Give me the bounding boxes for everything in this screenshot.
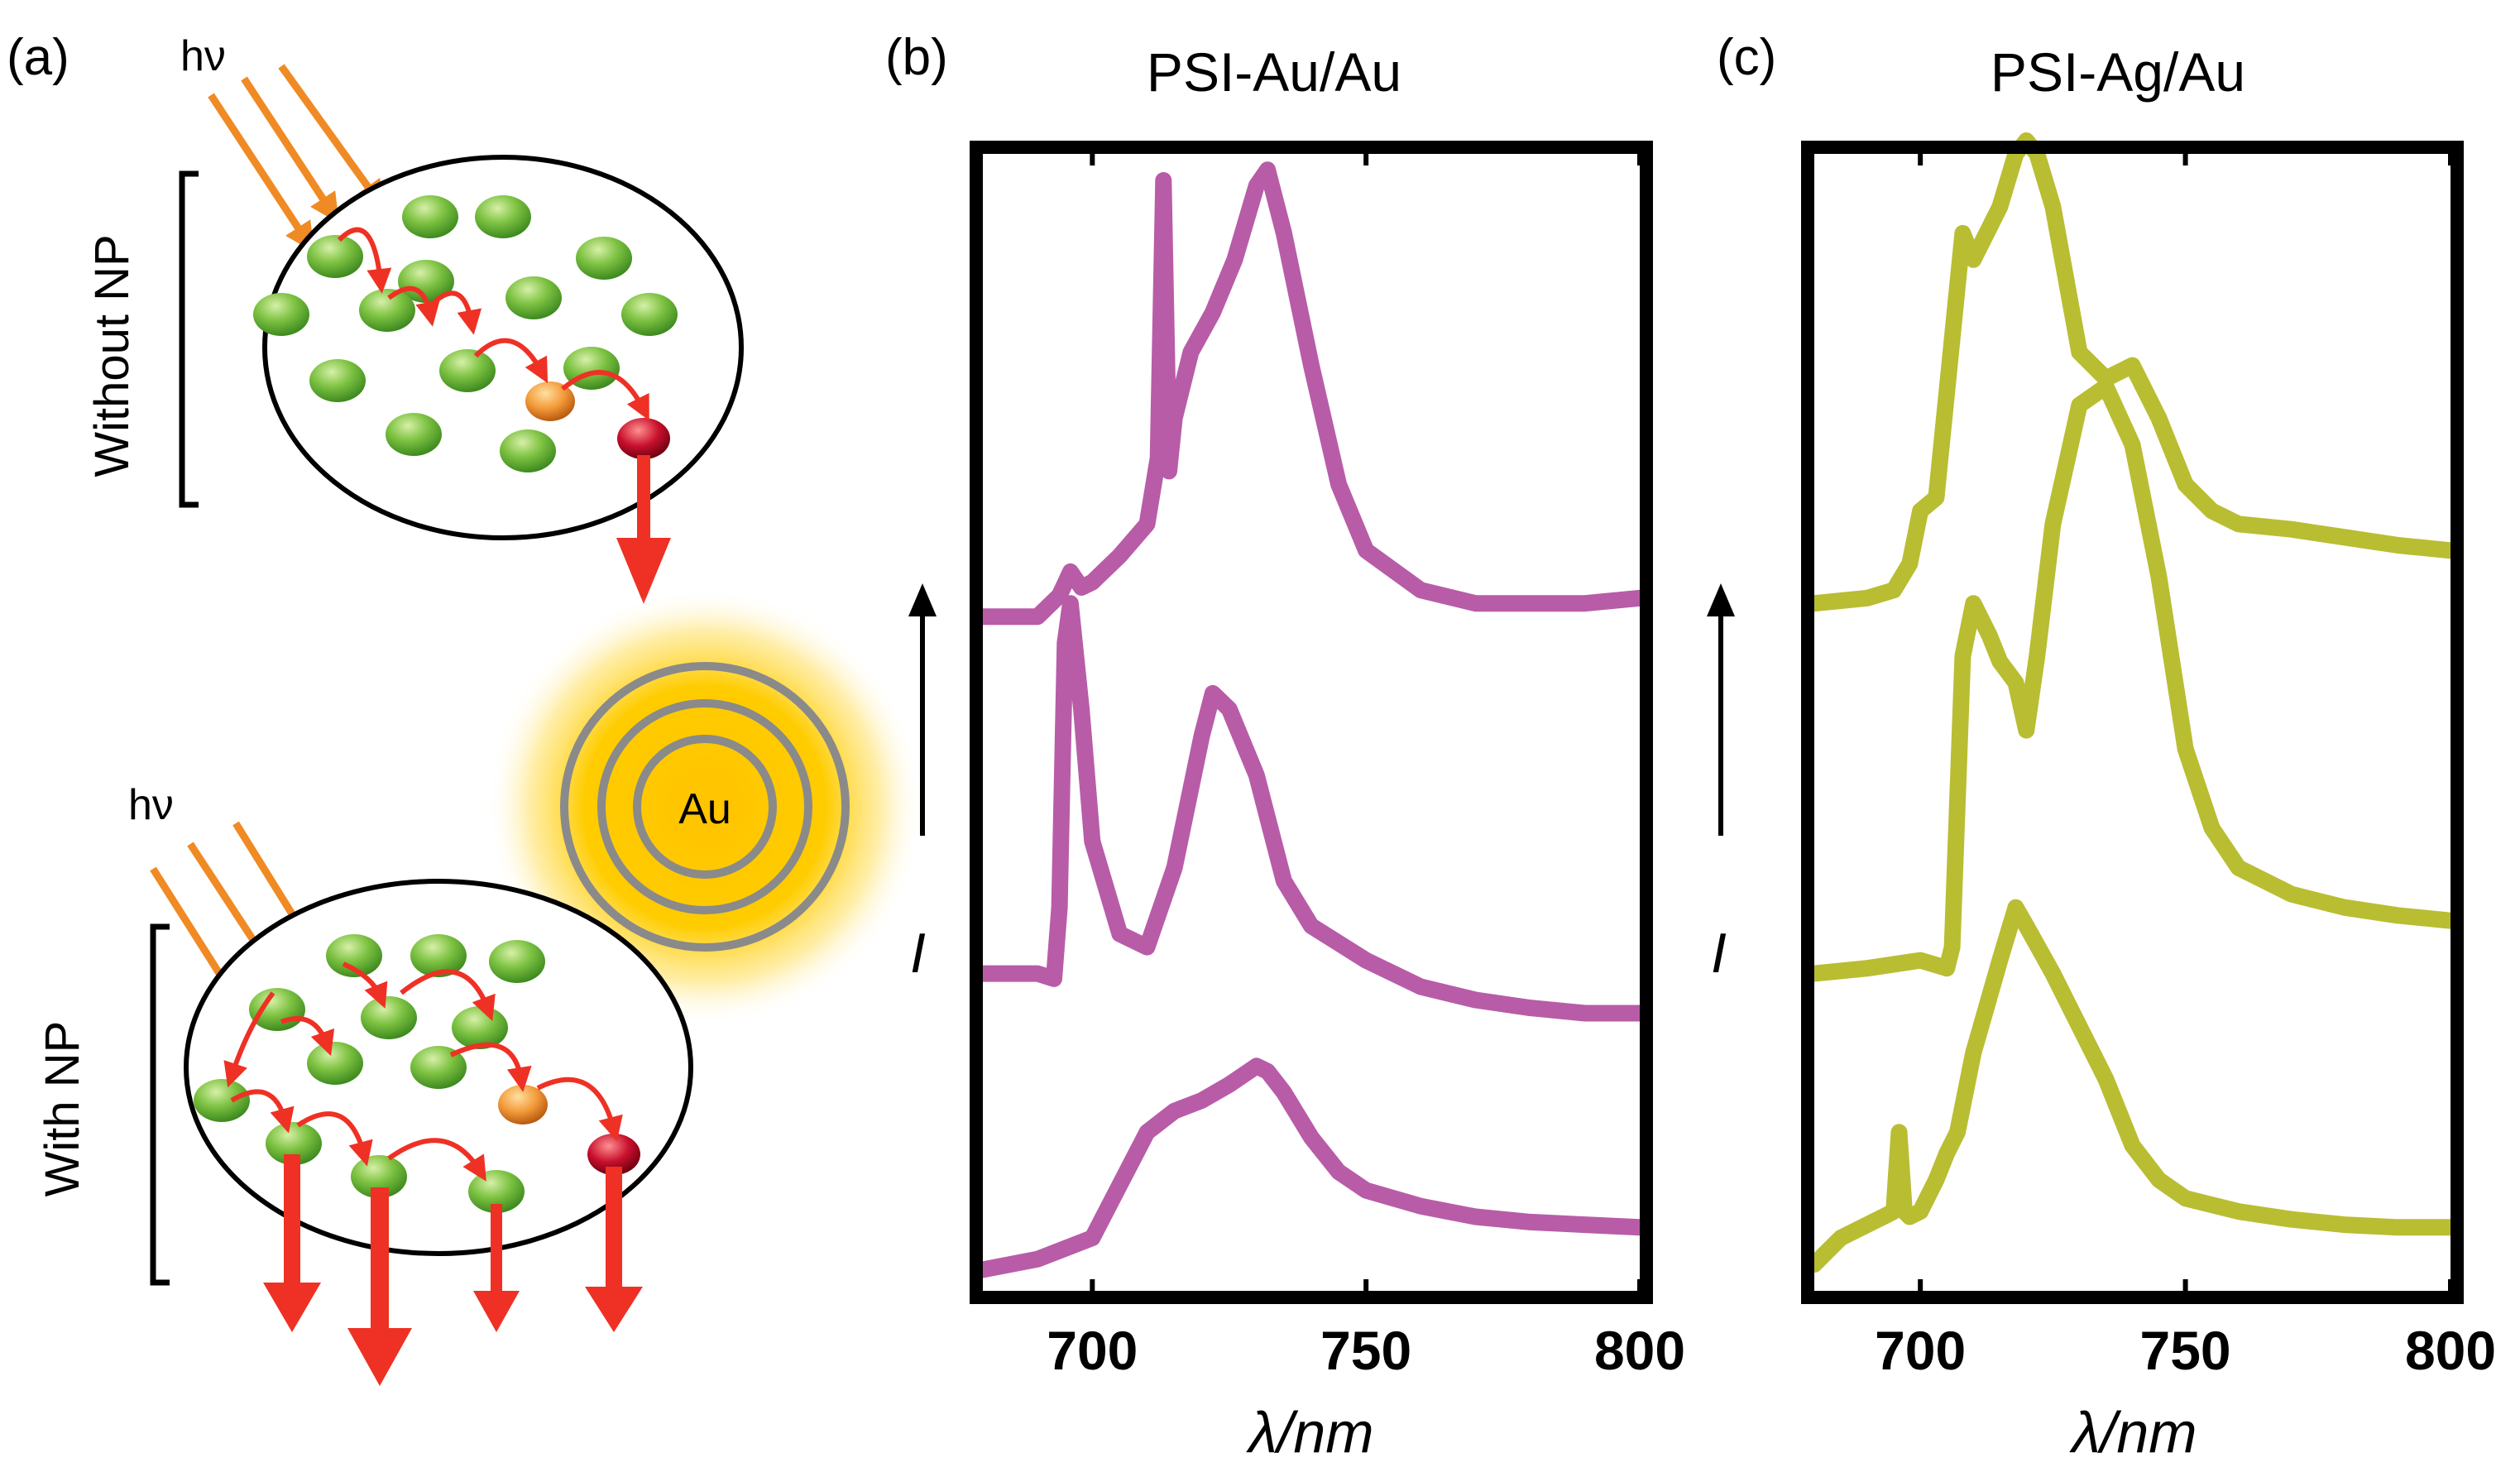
transfer-arrow — [296, 1111, 373, 1167]
transfer-arrow — [223, 991, 275, 1088]
plasmon-ring — [633, 735, 777, 879]
without-np-group: Without NP hν — [85, 32, 744, 604]
chart-c-title: PSI-Ag/Au — [1991, 41, 2245, 103]
chlorophyll — [309, 359, 366, 402]
au-glow — [486, 587, 924, 1026]
chlorophyll — [505, 276, 562, 319]
chlorophyll — [475, 195, 531, 238]
chlorophyll — [621, 293, 678, 336]
light-label-top: hν — [180, 32, 226, 80]
panel-c: (c) PSI-Ag/Au I 700 750 800 λ/nm — [1707, 29, 2496, 1465]
emission-arrows-bottom — [263, 1154, 643, 1386]
chart-c-tick-label: 750 — [2140, 1320, 2231, 1381]
chlorophyll — [398, 260, 454, 303]
chart-b-series-line-1 — [975, 161, 1648, 626]
chart-c-series-line-2 — [1806, 378, 2459, 982]
transfer-arrow — [449, 1042, 532, 1092]
with-np-bracket — [150, 923, 170, 1286]
chlorophyll — [194, 1079, 250, 1122]
photon-arrow — [208, 93, 314, 253]
trap-red — [617, 418, 670, 459]
without-np-bracket — [179, 170, 199, 508]
chlorophyll — [253, 293, 309, 336]
transfer-arrows-top — [337, 227, 649, 421]
chart-b-y-arrow — [908, 583, 937, 836]
chart-b-series-group — [975, 161, 1648, 1278]
chlorophyll — [307, 235, 363, 278]
transfer-arrows-bottom — [223, 961, 623, 1182]
chart-c-ticks: 700 750 800 — [1875, 147, 2496, 1381]
chart-c-frame — [1801, 141, 2464, 1304]
chlorophyll — [489, 940, 545, 983]
transfer-arrow — [230, 1089, 295, 1134]
chart-b-ylabel: I — [910, 922, 926, 985]
with-np-label: With NP — [36, 1021, 89, 1197]
photon-arrow — [241, 76, 339, 224]
chlorophyll — [361, 996, 417, 1039]
plasmon-ring — [597, 699, 812, 914]
trap-red — [587, 1134, 640, 1175]
panel-a: (a) Without NP hν — [7, 29, 924, 1386]
au-label: Au — [678, 785, 731, 833]
chart-b-title: PSI-Au/Au — [1147, 41, 1401, 103]
transfer-arrow — [473, 338, 549, 384]
photon-arrow — [278, 64, 386, 211]
chlorophyll — [326, 934, 382, 977]
transfer-arrow — [387, 285, 440, 327]
transfer-arrow — [387, 1138, 486, 1182]
chart-c-tick-label: 800 — [2405, 1320, 2496, 1381]
transfer-arrow — [433, 290, 482, 335]
chlorophyll — [576, 237, 632, 280]
emission-arrow-top — [616, 455, 671, 604]
chlorophyll — [402, 195, 458, 238]
chart-b-series-line-3 — [975, 1057, 1648, 1278]
chart-b-series-line-2 — [975, 595, 1648, 1022]
transfer-arrow — [561, 370, 649, 421]
trap-orange — [498, 1085, 548, 1125]
au-nanoparticle: Au — [486, 587, 924, 1026]
transfer-arrow — [280, 1016, 335, 1057]
trap-orange — [525, 381, 575, 421]
chlorophyll — [249, 988, 305, 1031]
chart-b-tick-label: 700 — [1047, 1320, 1138, 1381]
chart-c-xlabel: λ/nm — [2068, 1400, 2197, 1465]
transfer-arrow — [342, 961, 388, 1009]
chlorophyll — [359, 289, 415, 332]
chlorophyll — [386, 413, 442, 456]
chlorophyll — [439, 349, 496, 392]
chart-c-series-line-1 — [1806, 132, 2459, 612]
with-np-group: With NP hν — [36, 781, 693, 1386]
photon-arrows-top — [208, 64, 386, 253]
chart-b-frame — [970, 141, 1653, 1304]
panel-b-label: (b) — [885, 29, 948, 86]
chlorophyll-set-top — [253, 195, 678, 472]
transfer-arrow — [400, 969, 496, 1022]
plasmon-ring — [560, 662, 850, 952]
chart-c-tick-label: 700 — [1875, 1320, 1966, 1381]
chart-c-series-line-3 — [1806, 899, 2459, 1273]
chart-c-series-group — [1806, 132, 2459, 1273]
panel-b: (b) PSI-Au/Au I 700 750 800 λ/nm — [885, 29, 1685, 1465]
chlorophyll — [410, 934, 467, 977]
chart-c-y-arrow — [1707, 583, 1735, 836]
panel-c-label: (c) — [1717, 29, 1776, 86]
chlorophyll — [452, 1006, 508, 1049]
chart-c-ylabel: I — [1711, 922, 1727, 985]
chart-b-tick-label: 750 — [1320, 1320, 1411, 1381]
chart-b-tick-label: 800 — [1594, 1320, 1685, 1381]
panel-a-label: (a) — [7, 29, 69, 86]
chlorophyll — [307, 1042, 363, 1085]
chart-b-xlabel: λ/nm — [1245, 1400, 1373, 1465]
light-label-bottom: hν — [128, 781, 174, 829]
chlorophyll — [500, 429, 556, 472]
transfer-arrow — [337, 227, 392, 294]
without-np-label: Without NP — [85, 234, 139, 477]
transfer-arrow — [536, 1077, 623, 1142]
chart-b-ticks: 700 750 800 — [1047, 147, 1685, 1381]
